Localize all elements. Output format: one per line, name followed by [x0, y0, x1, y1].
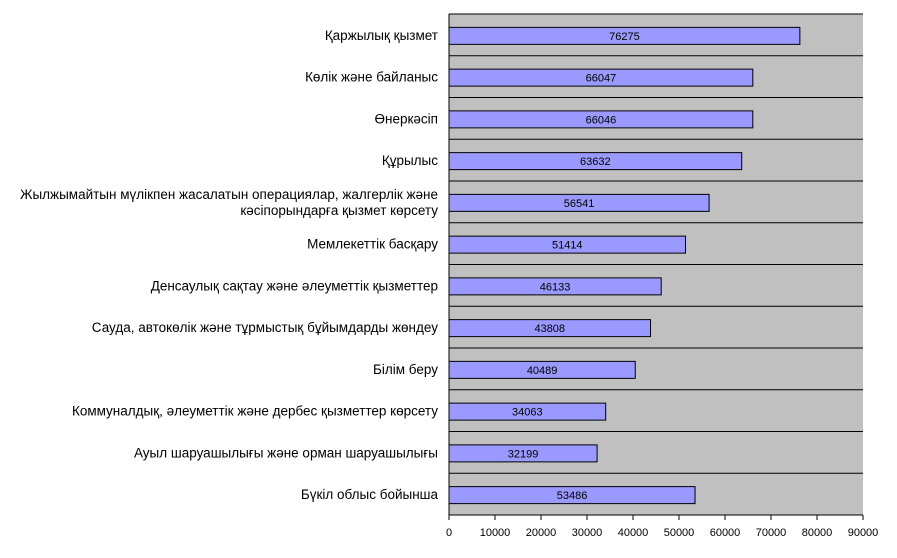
category-label: Коммуналдық, әлеуметтік және дербес қызм… — [72, 404, 438, 419]
x-tick-label: 60000 — [710, 527, 741, 539]
data-label: 46133 — [540, 281, 571, 293]
category-label: Қаржылық қызмет — [325, 28, 438, 43]
x-tick-label: 80000 — [802, 527, 833, 539]
data-label: 32199 — [508, 448, 539, 460]
data-labels: 76275 66047 66046 63632 56541 51414 46133 43808… — [508, 31, 640, 502]
x-tick-label: 20000 — [526, 527, 557, 539]
x-tick-label: 40000 — [618, 527, 649, 539]
category-label: Ауыл шаруашылығы және орман шаруашылығы — [134, 445, 438, 460]
x-tick-label: 70000 — [756, 527, 787, 539]
data-label: 56541 — [564, 198, 595, 210]
data-label: 53486 — [557, 490, 588, 502]
x-tick-label: 30000 — [572, 527, 603, 539]
category-label: Құрылыс — [382, 153, 438, 168]
data-label: 76275 — [609, 31, 640, 43]
x-tick-label: 50000 — [664, 527, 695, 539]
x-tick-label: 0 — [446, 527, 452, 539]
category-label: Білім беру — [373, 362, 438, 377]
x-tick-label: 10000 — [480, 527, 511, 539]
category-label: Мемлекеттік басқару — [307, 237, 438, 252]
category-label: кәсіпорындарға қызмет көрсету — [240, 203, 438, 218]
gridlines — [449, 13, 863, 516]
x-tick-label: 90000 — [848, 527, 879, 539]
bars — [448, 26, 801, 505]
x-axis: 0 10000 20000 30000 40000 50000 60000 70000 8000… — [446, 14, 878, 539]
category-label: Сауда, автокөлік және тұрмыстық бұйымдар… — [92, 320, 438, 335]
category-label: Бүкіл облыс бойынша — [301, 487, 439, 502]
category-label: Денсаулық сақтау және әлеуметтік қызметт… — [151, 278, 438, 293]
data-label: 66046 — [586, 114, 617, 126]
category-labels: Қаржылық қызмет Көлік және байланыс Өнеркә… — [20, 28, 438, 502]
category-label: Өнеркәсіп — [375, 111, 438, 126]
data-label: 63632 — [580, 156, 611, 168]
data-label: 34063 — [512, 407, 543, 419]
data-label: 66047 — [586, 73, 617, 85]
category-label: Жылжымайтын мүлікпен жасалатын операциял… — [20, 187, 438, 202]
data-label: 43808 — [534, 323, 565, 335]
category-label: Көлік және байланыс — [305, 70, 438, 85]
data-label: 51414 — [552, 240, 583, 252]
data-label: 40489 — [527, 365, 558, 377]
